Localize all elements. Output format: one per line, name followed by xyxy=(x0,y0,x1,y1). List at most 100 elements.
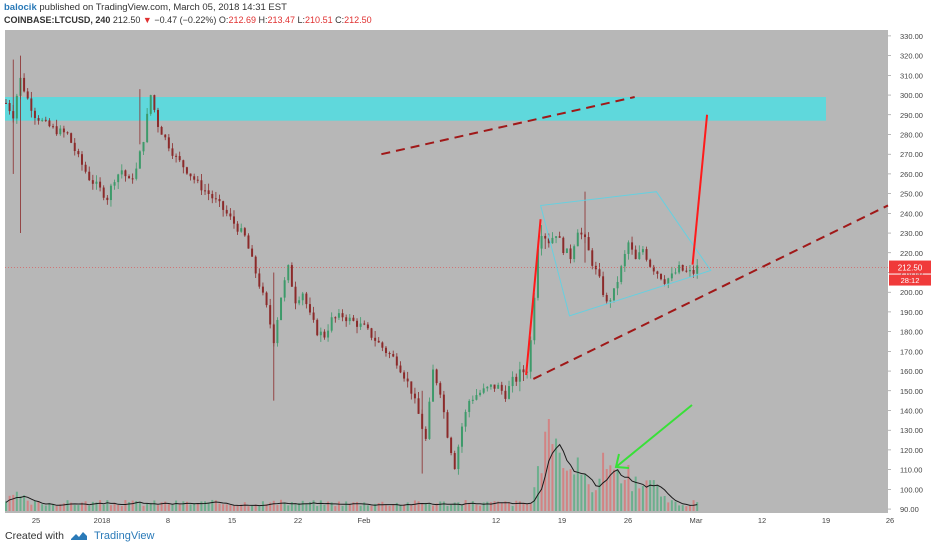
candle-body xyxy=(598,269,601,277)
y-tick-label: 170.00 xyxy=(900,347,923,356)
candle-body xyxy=(283,280,286,298)
volume-bar xyxy=(153,500,156,511)
tradingview-brand[interactable]: TradingView xyxy=(93,530,155,542)
candle-body xyxy=(149,95,152,114)
created-with-label: Created with xyxy=(5,530,64,542)
candle-body xyxy=(167,137,170,149)
volume-bar xyxy=(66,500,69,511)
candle-body xyxy=(102,187,105,198)
candle-body xyxy=(290,265,293,287)
candle-body xyxy=(424,428,427,439)
published-text: published on TradingView.com, March 05, … xyxy=(39,2,287,13)
candle-body xyxy=(109,185,112,201)
candle-body xyxy=(446,412,449,438)
volume-bar xyxy=(109,505,112,511)
volume-bar xyxy=(652,480,655,511)
volume-bar xyxy=(649,480,652,511)
candle-body xyxy=(468,400,471,412)
high-label: H: xyxy=(258,15,268,25)
volume-bar xyxy=(135,500,138,511)
volume-bar xyxy=(605,469,608,511)
candle-body xyxy=(23,77,26,92)
candle-body xyxy=(327,330,330,338)
candle-body xyxy=(464,411,467,427)
volume-bar xyxy=(656,485,659,511)
volume-bar xyxy=(392,504,395,511)
volume-bar xyxy=(377,503,380,511)
down-arrow-icon: ▼ xyxy=(142,15,152,25)
candle-body xyxy=(555,236,558,238)
volume-bar xyxy=(290,502,293,511)
volume-bar xyxy=(540,473,543,511)
candle-body xyxy=(370,328,373,338)
volume-bar xyxy=(156,505,159,511)
candle-body xyxy=(66,132,69,134)
volume-bar xyxy=(504,501,507,511)
candle-body xyxy=(439,383,442,395)
y-tick-label: 290.00 xyxy=(900,111,923,120)
volume-bar xyxy=(399,505,402,511)
candle-body xyxy=(518,369,521,382)
volume-bar xyxy=(374,503,377,511)
candle-body xyxy=(5,102,7,104)
volume-bar xyxy=(171,504,174,511)
symbol-label[interactable]: COINBASE:LTCUSD, 240 xyxy=(4,15,111,25)
volume-bar xyxy=(185,501,188,511)
x-tick-label: 26 xyxy=(886,516,894,525)
symbol-info: COINBASE:LTCUSD, 240 212.50 ▼ −0.47 (−0.… xyxy=(4,15,372,25)
volume-bar xyxy=(41,504,44,511)
volume-bar xyxy=(439,501,442,511)
volume-bar xyxy=(370,505,373,511)
volume-bar xyxy=(229,505,232,511)
candle-body xyxy=(489,384,492,387)
volume-bar xyxy=(526,503,529,511)
candle-body xyxy=(153,95,156,110)
volume-bar xyxy=(269,502,272,511)
volume-bar xyxy=(479,505,482,511)
candle-body xyxy=(200,180,203,191)
candle-body xyxy=(91,180,94,184)
volume-bar xyxy=(160,502,163,511)
volume-bar xyxy=(308,501,311,511)
candle-body xyxy=(612,288,615,301)
volume-bar xyxy=(500,503,503,511)
volume-bar xyxy=(8,495,11,511)
volume-bar xyxy=(536,466,539,511)
footer: Created with TradingView xyxy=(5,530,155,542)
y-tick-label: 100.00 xyxy=(900,485,923,494)
candle-body xyxy=(269,305,272,325)
volume-bar xyxy=(214,500,217,511)
author-name[interactable]: balocik xyxy=(4,2,37,13)
candle-body xyxy=(428,401,431,439)
volume-bar xyxy=(627,464,630,511)
candle-body xyxy=(240,228,243,232)
volume-bar xyxy=(555,438,558,511)
volume-bar xyxy=(204,501,207,511)
candle-body xyxy=(319,331,322,336)
candle-body xyxy=(99,181,102,188)
volume-bar xyxy=(301,500,304,511)
volume-bar xyxy=(410,505,413,511)
volume-bar xyxy=(48,502,51,511)
publish-info: balocik published on TradingView.com, Ma… xyxy=(4,2,287,13)
volume-bar xyxy=(117,505,120,511)
candle-body xyxy=(384,347,387,354)
close-value: 212.50 xyxy=(344,15,372,25)
volume-bar xyxy=(489,502,492,511)
volume-bar xyxy=(522,502,525,511)
y-tick-label: 220.00 xyxy=(900,249,923,258)
high-value: 213.47 xyxy=(267,15,296,25)
volume-bar xyxy=(106,500,109,511)
candle-body xyxy=(131,178,134,180)
x-tick-label: 26 xyxy=(624,516,632,525)
candle-body xyxy=(670,273,673,279)
candle-body xyxy=(301,293,304,301)
volume-bar xyxy=(641,485,644,511)
volume-bar xyxy=(240,504,243,511)
candle-body xyxy=(356,320,359,327)
candle-body xyxy=(8,103,11,112)
candle-body xyxy=(341,313,344,318)
candle-body xyxy=(84,164,87,172)
candle-body xyxy=(52,126,55,128)
